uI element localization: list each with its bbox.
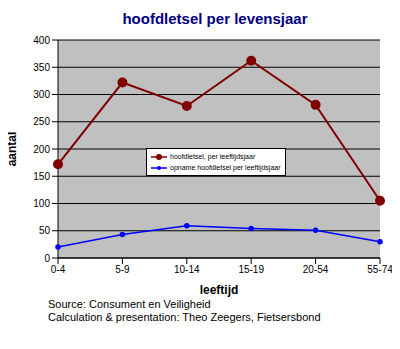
- svg-text:250: 250: [33, 116, 50, 127]
- html-text:hoofdletsel per levensjaar: hoofdletsel per levensjaar: [122, 10, 308, 27]
- html-text:Calculation & presentation: Th: Calculation & presentation: Theo Zeegers…: [48, 311, 321, 323]
- svg-text:0: 0: [44, 253, 50, 264]
- svg-text:300: 300: [33, 89, 50, 100]
- svg-text:150: 150: [33, 171, 50, 182]
- svg-text:aantal: aantal: [8, 132, 19, 167]
- svg-text:20-54: 20-54: [303, 264, 329, 275]
- svg-text:55-74: 55-74: [367, 264, 392, 275]
- html-text:Source: Consument en Veilighei: Source: Consument en Veiligheid: [48, 298, 211, 310]
- svg-text:350: 350: [33, 62, 50, 73]
- svg-text:400: 400: [33, 35, 50, 46]
- svg-text:0-4: 0-4: [51, 264, 66, 275]
- svg-text:10-14: 10-14: [174, 264, 200, 275]
- svg-text:5-9: 5-9: [115, 264, 130, 275]
- html-text:hoofdletsel, per leeftijdsjaar: hoofdletsel, per leeftijdsjaar: [170, 153, 256, 160]
- svg-text:15-19: 15-19: [238, 264, 264, 275]
- svg-text:100: 100: [33, 198, 50, 209]
- svg-text:200: 200: [33, 144, 50, 155]
- html-text:opname hoofdletsel per leeftij: opname hoofdletsel per leeftijdsjaar: [170, 164, 281, 171]
- svg-text:50: 50: [39, 225, 51, 236]
- svg-text:leeftijd: leeftijd: [200, 283, 239, 297]
